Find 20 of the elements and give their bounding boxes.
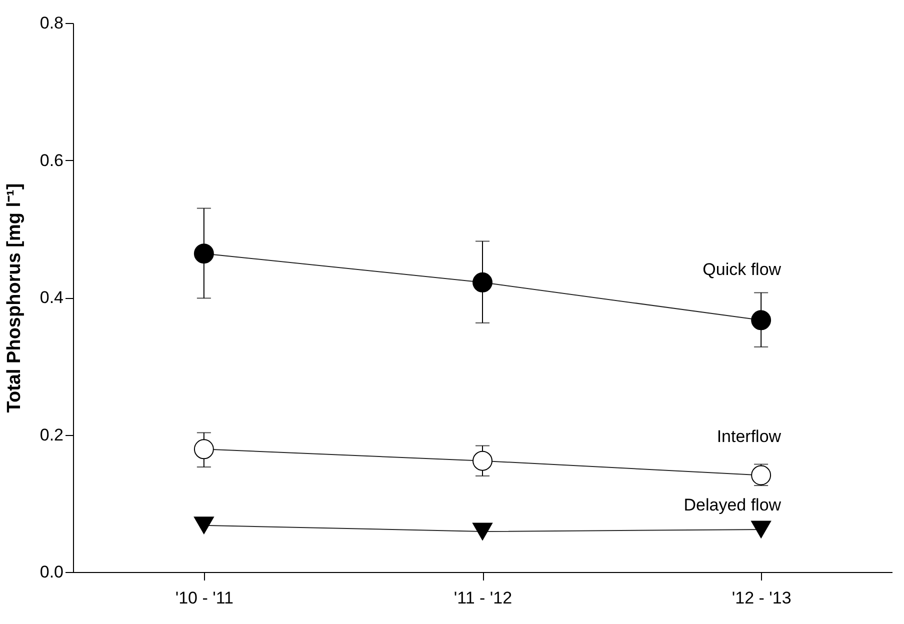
series-label: Interflow — [716, 427, 782, 446]
x-tick-label: '12 - '13 — [732, 588, 792, 608]
y-tick-label: 0.8 — [40, 14, 64, 32]
x-tick-label: '10 - '11 — [175, 588, 234, 608]
point — [194, 439, 214, 460]
point — [472, 450, 492, 471]
point — [194, 516, 214, 534]
x-tick-label: '11 - '12 — [454, 588, 512, 608]
series-label: Quick flow — [702, 260, 782, 280]
y-axis-title: Total Phosphorus [mg l⁻¹] — [4, 183, 25, 413]
point — [751, 520, 772, 538]
y-tick-label: 0.2 — [40, 425, 64, 444]
point — [472, 272, 492, 292]
y-tick-label: 0.0 — [40, 562, 64, 582]
series-label: Delayed flow — [684, 495, 782, 514]
point — [194, 244, 214, 264]
point — [472, 522, 492, 540]
y-tick-label: 0.4 — [40, 288, 64, 307]
y-tick-label: 0.6 — [40, 150, 64, 170]
point — [751, 310, 772, 330]
